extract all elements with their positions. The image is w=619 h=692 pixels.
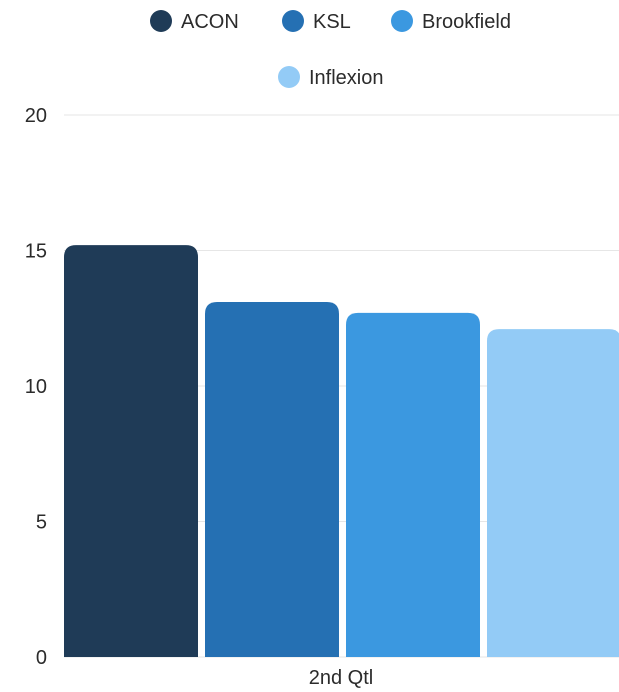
bar-brookfield[interactable] bbox=[346, 312, 480, 657]
bar-acon[interactable] bbox=[64, 245, 198, 657]
legend-swatch-icon bbox=[391, 10, 413, 32]
x-axis-labels: 2nd Qtl bbox=[309, 667, 373, 689]
y-tick-label: 0 bbox=[36, 647, 47, 669]
y-tick-label: 20 bbox=[25, 105, 47, 127]
legend-label: ACON bbox=[181, 11, 239, 33]
x-category-label: 2nd Qtl bbox=[309, 667, 373, 689]
legend-item-acon[interactable]: ACON bbox=[150, 10, 239, 33]
legend-item-ksl[interactable]: KSL bbox=[282, 10, 351, 33]
legend: ACON KSL Brookfield Inflexion bbox=[150, 10, 511, 89]
bar-inflexion[interactable] bbox=[487, 329, 619, 657]
legend-swatch-icon bbox=[282, 10, 304, 32]
y-axis-ticks: 0 5 10 15 20 bbox=[25, 105, 47, 669]
legend-item-inflexion[interactable]: Inflexion bbox=[278, 66, 384, 89]
legend-swatch-icon bbox=[278, 66, 300, 88]
legend-label: Brookfield bbox=[422, 11, 511, 33]
legend-label: KSL bbox=[313, 11, 351, 33]
y-tick-label: 10 bbox=[25, 376, 47, 398]
y-tick-label: 5 bbox=[36, 512, 47, 534]
legend-item-brookfield[interactable]: Brookfield bbox=[391, 10, 511, 33]
y-tick-label: 15 bbox=[25, 241, 47, 263]
legend-label: Inflexion bbox=[309, 67, 384, 89]
bar-ksl[interactable] bbox=[205, 301, 339, 657]
bars bbox=[64, 245, 619, 657]
legend-swatch-icon bbox=[150, 10, 172, 32]
